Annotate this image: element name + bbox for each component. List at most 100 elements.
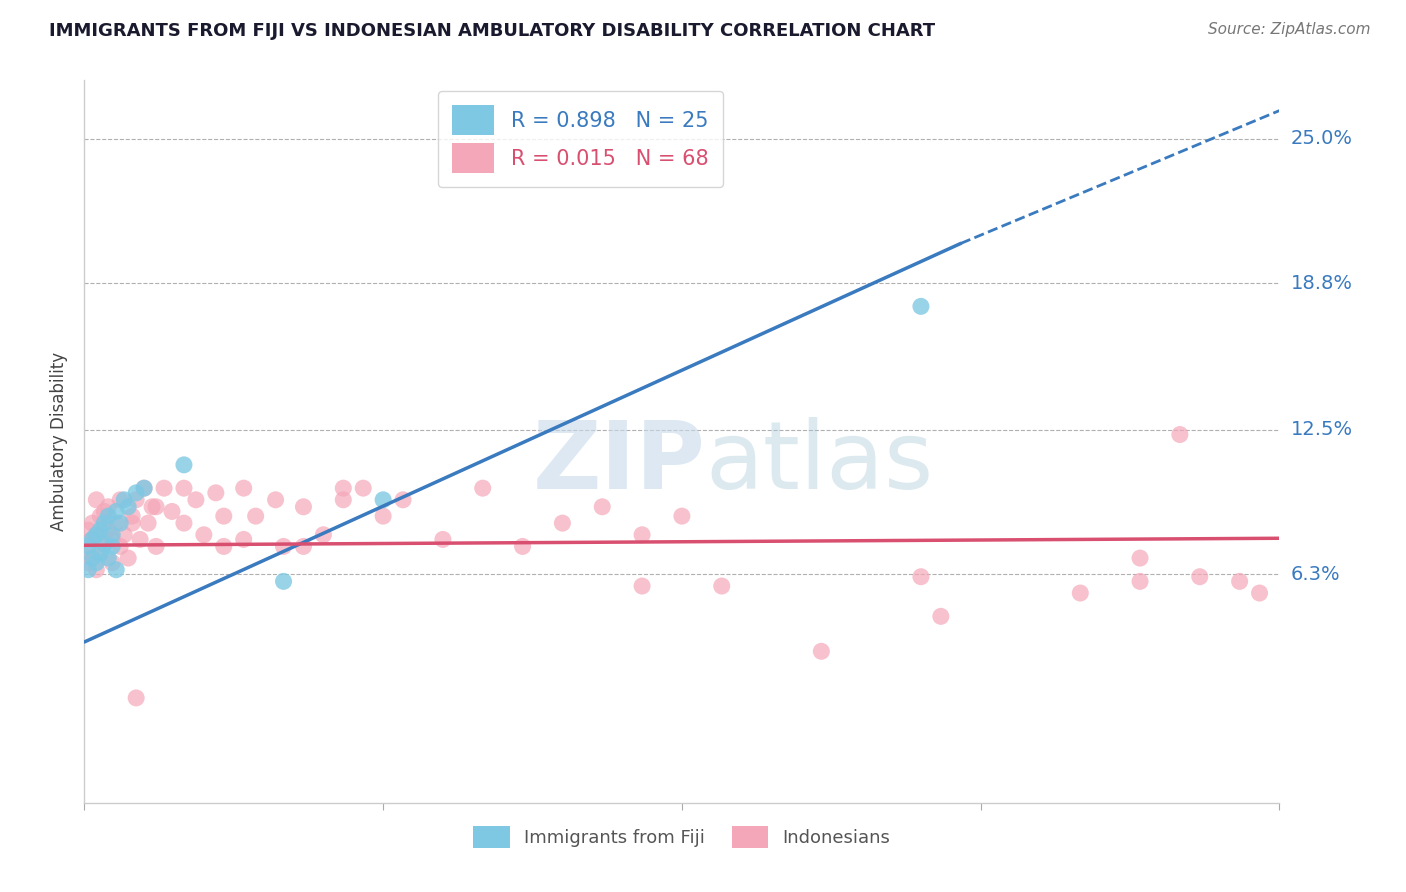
Point bbox=[910, 570, 932, 584]
Point bbox=[184, 492, 207, 507]
Point bbox=[332, 481, 354, 495]
Point bbox=[86, 528, 108, 542]
Legend: Immigrants from Fiji, Indonesians: Immigrants from Fiji, Indonesians bbox=[467, 819, 897, 855]
Point bbox=[77, 540, 100, 554]
Point bbox=[101, 528, 124, 542]
Point bbox=[173, 481, 195, 495]
Point bbox=[86, 528, 108, 542]
Point bbox=[1069, 586, 1091, 600]
Point bbox=[117, 551, 139, 566]
Point bbox=[710, 579, 733, 593]
Point bbox=[1249, 586, 1271, 600]
Text: Source: ZipAtlas.com: Source: ZipAtlas.com bbox=[1208, 22, 1371, 37]
Point bbox=[77, 523, 100, 537]
Point bbox=[121, 516, 143, 530]
Point bbox=[97, 509, 120, 524]
Point bbox=[125, 690, 148, 705]
Point bbox=[352, 481, 374, 495]
Point bbox=[1229, 574, 1251, 589]
Point bbox=[173, 458, 195, 472]
Point bbox=[97, 551, 120, 566]
Text: 6.3%: 6.3% bbox=[1291, 565, 1340, 584]
Text: 18.8%: 18.8% bbox=[1291, 274, 1353, 293]
Point bbox=[273, 574, 295, 589]
Point bbox=[121, 509, 143, 524]
Point bbox=[205, 485, 228, 500]
Point bbox=[86, 563, 108, 577]
Point bbox=[93, 504, 115, 518]
Point bbox=[212, 540, 235, 554]
Point bbox=[631, 579, 654, 593]
Point bbox=[117, 500, 139, 514]
Point bbox=[101, 533, 124, 547]
Point bbox=[77, 556, 100, 570]
Point bbox=[810, 644, 832, 658]
Point bbox=[132, 481, 156, 495]
Point bbox=[77, 563, 100, 577]
Point bbox=[101, 556, 124, 570]
Point bbox=[77, 540, 100, 554]
Point bbox=[110, 492, 132, 507]
Point bbox=[105, 516, 128, 530]
Point bbox=[312, 528, 335, 542]
Point bbox=[245, 509, 267, 524]
Point bbox=[112, 492, 135, 507]
Point bbox=[392, 492, 415, 507]
Point bbox=[591, 500, 613, 514]
Point bbox=[89, 509, 111, 524]
Point bbox=[264, 492, 287, 507]
Text: 25.0%: 25.0% bbox=[1291, 129, 1353, 148]
Text: 12.5%: 12.5% bbox=[1291, 420, 1353, 440]
Point bbox=[145, 540, 167, 554]
Point bbox=[110, 516, 132, 530]
Point bbox=[1188, 570, 1211, 584]
Point bbox=[929, 609, 952, 624]
Point bbox=[512, 540, 534, 554]
Point bbox=[82, 533, 104, 547]
Point bbox=[93, 516, 115, 530]
Point bbox=[631, 528, 654, 542]
Point bbox=[93, 537, 115, 551]
Point bbox=[1129, 574, 1152, 589]
Point bbox=[373, 492, 395, 507]
Point bbox=[101, 540, 124, 554]
Point bbox=[273, 540, 295, 554]
Point bbox=[82, 551, 104, 566]
Point bbox=[292, 500, 315, 514]
Point bbox=[173, 516, 195, 530]
Point bbox=[671, 509, 693, 524]
Point bbox=[105, 504, 128, 518]
Point bbox=[145, 500, 167, 514]
Point bbox=[132, 481, 156, 495]
Point bbox=[86, 556, 108, 570]
Text: atlas: atlas bbox=[706, 417, 934, 509]
Point bbox=[89, 546, 111, 560]
Point bbox=[93, 537, 115, 551]
Point bbox=[82, 533, 104, 547]
Point bbox=[136, 516, 159, 530]
Y-axis label: Ambulatory Disability: Ambulatory Disability bbox=[51, 352, 69, 531]
Point bbox=[110, 540, 132, 554]
Point bbox=[332, 492, 354, 507]
Point bbox=[105, 563, 128, 577]
Point bbox=[141, 500, 163, 514]
Point bbox=[193, 528, 215, 542]
Point bbox=[89, 546, 111, 560]
Point bbox=[292, 540, 315, 554]
Point bbox=[212, 509, 235, 524]
Point bbox=[97, 500, 120, 514]
Point bbox=[1129, 551, 1152, 566]
Point bbox=[125, 492, 148, 507]
Point bbox=[97, 523, 120, 537]
Point bbox=[112, 528, 135, 542]
Point bbox=[471, 481, 494, 495]
Point bbox=[82, 516, 104, 530]
Point bbox=[432, 533, 454, 547]
Point bbox=[160, 504, 183, 518]
Point bbox=[232, 533, 254, 547]
Point bbox=[129, 533, 152, 547]
Text: ZIP: ZIP bbox=[533, 417, 706, 509]
Point bbox=[89, 523, 111, 537]
Point bbox=[86, 492, 108, 507]
Point bbox=[82, 551, 104, 566]
